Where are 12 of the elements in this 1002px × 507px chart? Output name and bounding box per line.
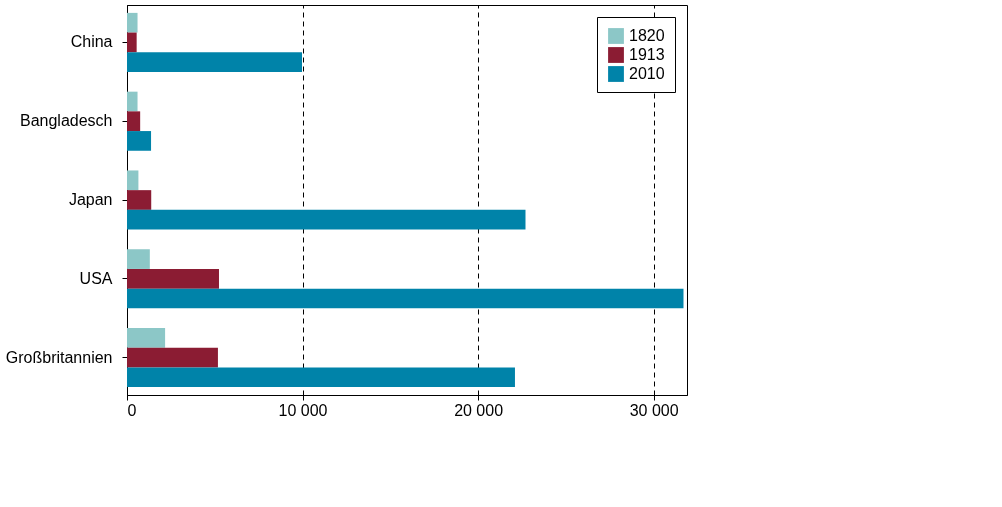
legend-label: 1913: [629, 46, 665, 63]
legend-label: 2010: [629, 65, 665, 82]
x-tick-label: 30 000: [629, 401, 679, 419]
y-tick-label: Großbritannien: [5, 348, 113, 366]
legend-label: 1820: [629, 27, 665, 44]
x-tick-label: 20 000: [454, 401, 504, 419]
x-tick-label: 10 000: [278, 401, 328, 419]
x-tick-label: 0: [127, 401, 137, 419]
y-tick-label: Bangladesch: [19, 112, 113, 130]
y-tick-label: Japan: [68, 191, 113, 208]
y-tick-label: USA: [79, 269, 113, 287]
y-tick-label: China: [70, 33, 113, 51]
